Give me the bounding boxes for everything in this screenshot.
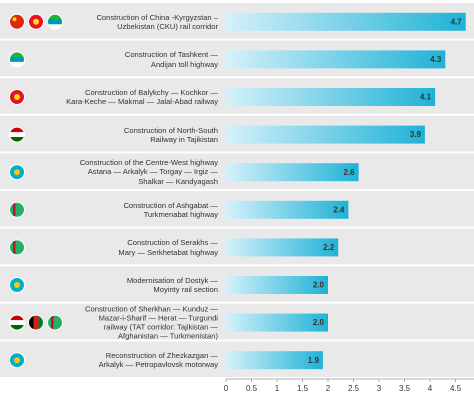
category-label: Construction of Serakhs — Mary — Serkhet… [118,238,218,257]
x-tick-label: 1 [275,384,280,393]
flag-stripe [10,52,25,57]
value-label: 2.4 [333,205,345,214]
flag [9,164,25,181]
flag-emblem [14,282,20,288]
x-tick-label: 3.5 [399,384,411,393]
category-label: Construction of Tashkent — Andijan toll … [124,50,218,69]
category-label: Construction of the Centre-West highway … [79,158,218,186]
flag-emblem [33,18,39,25]
category-label: Reconstruction of Zhezkazgan — Arkalyk —… [98,350,218,370]
flag [47,314,63,331]
flag-stripe [13,240,16,254]
flag-stripe [10,132,25,137]
bar [226,238,339,257]
value-label: 2.0 [313,318,325,327]
flag [9,126,25,143]
category-label: Construction of Sherkhan — Kunduz — Maza… [85,304,218,341]
flag-stripe [10,62,25,67]
x-tick-label: 4 [428,384,433,393]
flag-stripe [48,19,63,24]
bar [226,125,425,144]
value-label: 2.2 [323,243,335,252]
flag-ring [9,352,25,369]
x-tick-label: 1.5 [297,384,309,393]
value-label: 4.1 [420,93,432,102]
flag [9,13,25,30]
flag-ring [9,314,25,331]
flag-stripe [10,315,25,320]
flag-stripe [10,127,25,132]
flag-emblem [14,357,20,364]
value-label: 1.9 [308,356,320,365]
category-label: Construction of Ashgabat — Turkmenabat h… [123,200,218,219]
x-tick-label: 2.5 [348,384,360,393]
flag-ring [28,13,44,30]
bar [226,276,328,294]
flag-emblem [12,17,17,22]
flag [9,239,25,256]
value-label: 2.6 [343,168,355,177]
value-label: 3.9 [410,130,422,139]
flag-stripe [34,315,39,330]
flag-stripe [10,325,25,330]
flag-ring [9,277,25,293]
flag [9,352,25,369]
flag [9,89,25,105]
bar [226,313,328,332]
bar [226,200,349,219]
flag-stripe [10,137,25,142]
flag-ring [9,51,25,68]
flag-emblem [14,94,20,100]
flag-stripe [10,57,25,62]
flag-emblem [14,169,20,176]
flag [47,13,63,30]
flag-stripe [29,315,34,330]
flag-ring [9,126,25,143]
x-tick-label: 3 [377,384,382,393]
flag [9,51,25,68]
value-label: 4.7 [451,17,463,26]
flag-stripe [10,320,25,325]
bar [226,88,436,106]
flag-ring [47,314,63,331]
x-tick-label: 2 [326,384,331,393]
bar [226,163,359,182]
flag-ring [9,89,25,105]
flag-stripe [51,316,54,330]
flag-ring [47,13,63,30]
flag-ring [9,13,25,30]
bar [226,50,446,69]
flag-stripe [48,14,63,19]
bar [226,12,466,31]
flag-ring [9,239,25,256]
category-label: Construction of China -Kyrgyzstan – Uzbe… [96,12,218,31]
flag-stripe [13,203,16,217]
flag [28,314,44,331]
flag-stripe [48,24,63,29]
value-label: 4.3 [430,55,442,64]
category-label: Construction of Balykchy — Kochkor — Kar… [66,87,218,106]
flag [9,277,25,293]
flag-ring [9,164,25,181]
flag [28,13,44,30]
flag-ring [28,314,44,331]
category-label: Modernisation of Dostyk — Moyinty rail s… [126,275,218,294]
bar [226,351,323,370]
flag [9,201,25,218]
x-tick-label: 0.5 [246,384,258,393]
x-tick-label: 4.5 [450,384,462,393]
flag-ring [9,201,25,218]
flag [9,314,25,331]
flag-stripe [39,315,44,330]
x-tick-label: 0 [224,384,229,393]
value-label: 2.0 [313,281,325,290]
category-label: Construction of North-South Railway in T… [123,125,218,144]
